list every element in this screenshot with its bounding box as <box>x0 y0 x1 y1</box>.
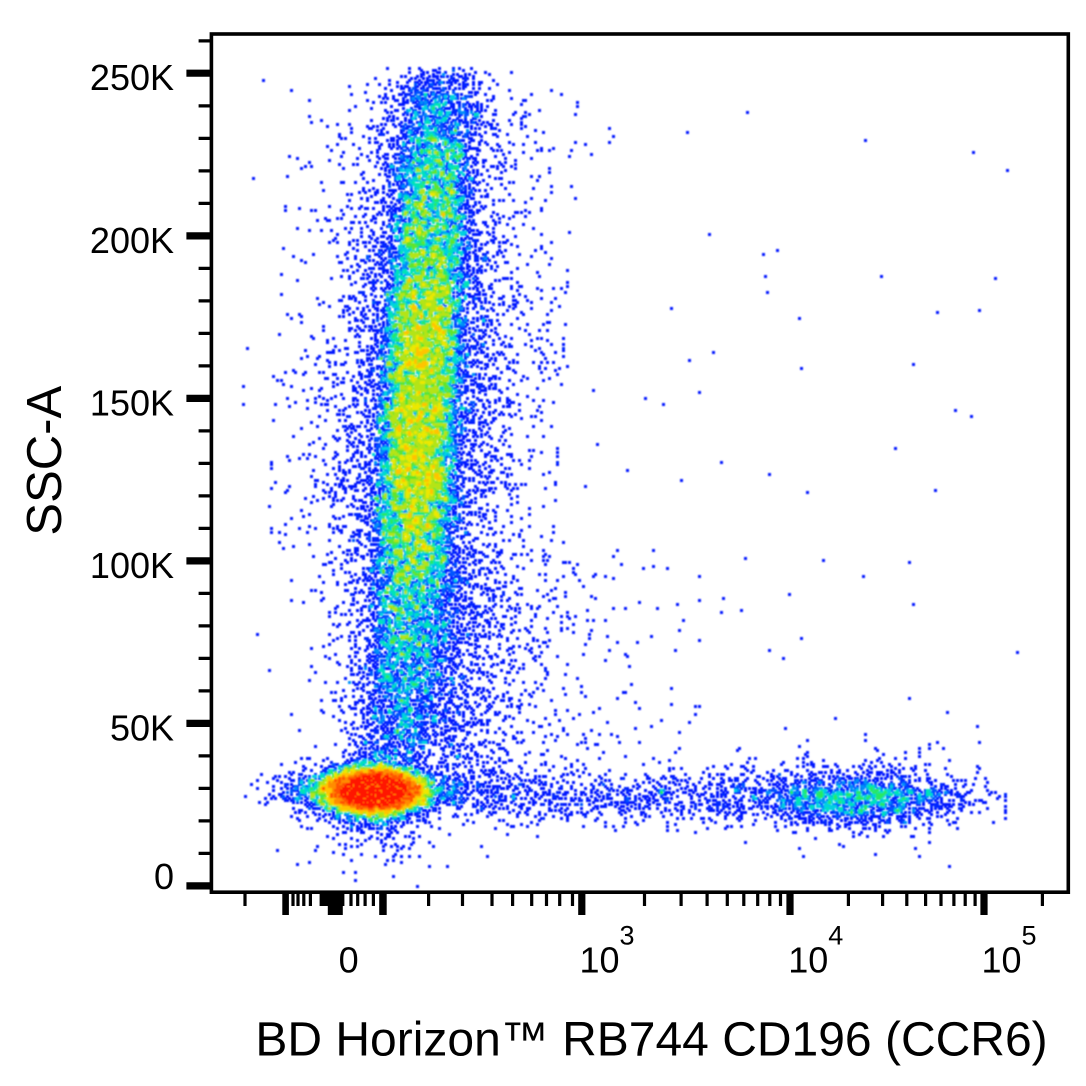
svg-text:200K: 200K <box>90 220 174 261</box>
svg-text:5: 5 <box>1022 921 1037 951</box>
svg-text:3: 3 <box>620 921 635 951</box>
svg-text:0: 0 <box>339 940 359 981</box>
svg-text:50K: 50K <box>110 707 174 748</box>
svg-text:4: 4 <box>828 921 843 951</box>
svg-text:100K: 100K <box>90 545 174 586</box>
svg-text:SSC-A: SSC-A <box>18 386 72 536</box>
svg-text:0: 0 <box>154 856 174 897</box>
svg-text:10: 10 <box>982 940 1022 981</box>
svg-text:250K: 250K <box>90 57 174 98</box>
svg-text:BD Horizon™ RB744 CD196 (CCR6): BD Horizon™ RB744 CD196 (CCR6) <box>255 1014 1047 1067</box>
svg-text:10: 10 <box>788 940 828 981</box>
svg-text:150K: 150K <box>90 382 174 423</box>
svg-text:10: 10 <box>580 940 620 981</box>
